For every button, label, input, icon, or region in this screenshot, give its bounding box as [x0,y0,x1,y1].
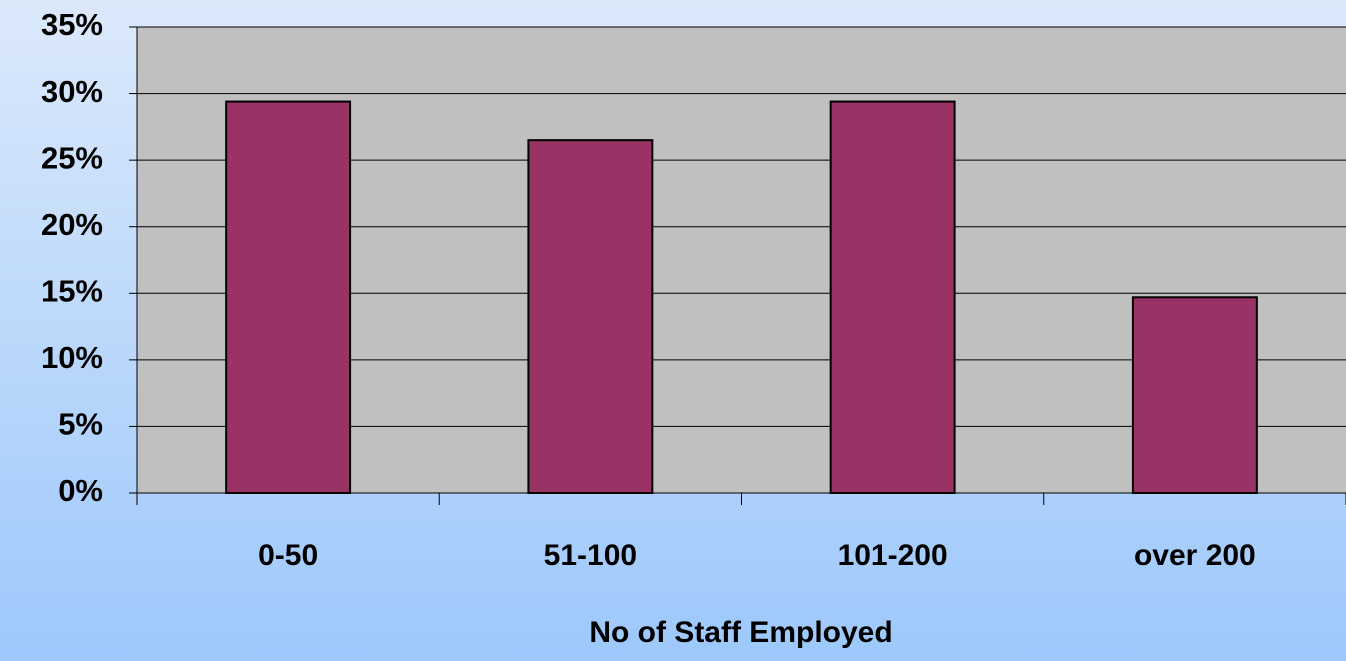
y-tick-label: 10% [41,340,103,375]
y-tick-label: 30% [41,74,103,109]
x-axis-title: No of Staff Employed [589,616,892,649]
x-tick-label: 101-200 [838,539,948,572]
y-tick-label: 15% [41,273,103,308]
bar [1131,296,1258,494]
x-tick-label: 51-100 [544,539,637,572]
y-tick-label: 20% [41,207,103,242]
y-tick-label: 35% [41,7,103,42]
bar [829,100,956,494]
bar [527,139,654,495]
y-tick-label: 5% [58,407,103,442]
y-tick-label: 25% [41,140,103,175]
bar [225,100,352,494]
x-tick-label: over 200 [1134,539,1256,572]
x-tick-label: 0-50 [258,539,318,572]
y-tick-label: 0% [58,473,103,508]
